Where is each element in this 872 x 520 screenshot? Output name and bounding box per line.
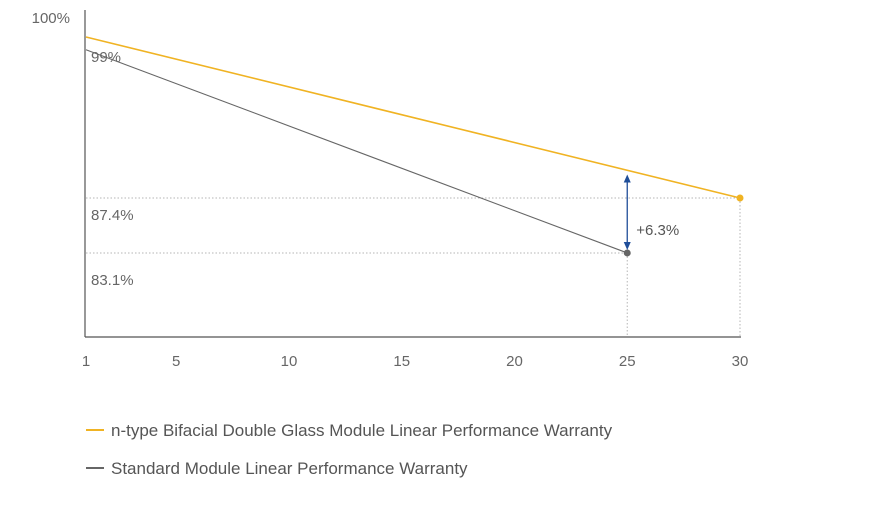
axes: 100% [32,10,741,338]
value-label-1: 87.4% [91,207,134,224]
series-line-0 [85,36,741,199]
series-line-1 [85,49,628,254]
x-tick-label-30: 30 [732,353,749,370]
x-tick-label-25: 25 [619,353,636,370]
value-label-2: 83.1% [91,272,134,289]
legend-item-standard: Standard Module Linear Performance Warra… [86,459,468,479]
x-tick-label-5: 5 [172,353,180,370]
y-axis-top-label: 100% [32,10,70,27]
annotation-arrow-head-up [623,174,631,183]
annotation-arrow-head-down [623,241,631,250]
value-labels: 99% 87.4% 83.1% [91,49,134,289]
series-end-marker-0 [736,194,744,202]
legend-swatch-standard [86,466,104,469]
legend-swatch-ntype [86,428,104,431]
x-tick-label-15: 15 [393,353,410,370]
x-tick-label-10: 10 [281,353,298,370]
legend-label-ntype: n-type Bifacial Double Glass Module Line… [111,421,613,440]
value-label-0: 99% [91,49,121,66]
x-tick-labels: 1 5 10 15 20 25 30 [82,353,749,370]
reference-lines [86,197,741,337]
x-tick-label-20: 20 [506,353,523,370]
series-end-marker-1 [623,249,631,257]
x-tick-label-1: 1 [82,353,90,370]
series-lines [85,36,744,257]
legend-label-standard: Standard Module Linear Performance Warra… [111,459,468,478]
legend-item-ntype: n-type Bifacial Double Glass Module Line… [86,421,612,441]
annotation-label: +6.3% [636,222,679,239]
difference-annotation: +6.3% [623,174,679,250]
